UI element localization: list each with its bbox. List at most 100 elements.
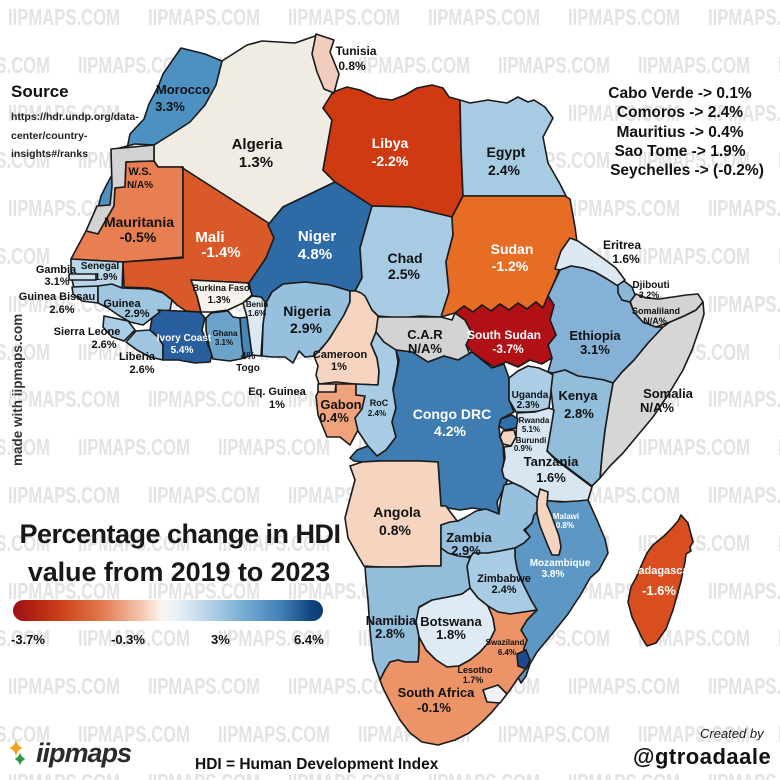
svg-text:IIPMAPS.COM: IIPMAPS.COM xyxy=(708,4,780,30)
svg-text:Chad: Chad xyxy=(388,250,423,266)
svg-text:IIPMAPS.COM: IIPMAPS.COM xyxy=(638,147,750,173)
svg-text:2.8%: 2.8% xyxy=(564,406,594,421)
svg-text:-2.2%: -2.2% xyxy=(372,153,409,169)
svg-text:IIPMAPS.COM: IIPMAPS.COM xyxy=(148,673,260,699)
svg-text:Ivory Coast: Ivory Coast xyxy=(157,333,212,344)
svg-text:IIPMAPS.COM: IIPMAPS.COM xyxy=(218,434,330,460)
svg-text:0.4%: 0.4% xyxy=(319,410,349,425)
svg-text:Guinea Bissau: Guinea Bissau xyxy=(19,291,95,303)
svg-text:C.A.R: C.A.R xyxy=(407,327,443,342)
svg-text:IIPMAPS.COM: IIPMAPS.COM xyxy=(148,386,260,412)
svg-text:IIPMAPS.COM: IIPMAPS.COM xyxy=(778,339,780,365)
svg-text:2.8%: 2.8% xyxy=(375,626,405,641)
svg-text:IIPMAPS.COM: IIPMAPS.COM xyxy=(778,243,780,269)
svg-text:4.2%: 4.2% xyxy=(434,423,466,439)
svg-text:IIPMAPS.COM: IIPMAPS.COM xyxy=(8,482,120,508)
svg-text:IIPMAPS.COM: IIPMAPS.COM xyxy=(148,482,260,508)
svg-text:0.9%: 0.9% xyxy=(514,444,532,453)
svg-text:-0.1%: -0.1% xyxy=(417,700,451,715)
svg-text:IIPMAPS.COM: IIPMAPS.COM xyxy=(288,769,400,780)
svg-text:IIPMAPS.COM: IIPMAPS.COM xyxy=(778,721,780,747)
svg-text:IIPMAPS.COM: IIPMAPS.COM xyxy=(568,769,680,780)
svg-text:Kenya: Kenya xyxy=(558,388,598,403)
svg-text:IIPMAPS.COM: IIPMAPS.COM xyxy=(638,52,750,78)
svg-text:Namibia: Namibia xyxy=(366,613,417,628)
svg-text:Madagascar: Madagascar xyxy=(629,565,693,577)
svg-text:IIPMAPS.COM: IIPMAPS.COM xyxy=(638,434,750,460)
svg-text:Tunisia: Tunisia xyxy=(335,44,376,58)
svg-text:Guinea: Guinea xyxy=(103,298,141,310)
svg-text:Liberia: Liberia xyxy=(119,351,156,363)
svg-text:IIPMAPS.COM: IIPMAPS.COM xyxy=(8,386,120,412)
svg-text:1.9%: 1.9% xyxy=(95,272,118,283)
svg-text:5.4%: 5.4% xyxy=(171,345,194,356)
svg-text:IIPMAPS.COM: IIPMAPS.COM xyxy=(778,530,780,556)
svg-text:-1.6%: -1.6% xyxy=(642,583,676,598)
svg-text:Niger: Niger xyxy=(298,228,337,245)
svg-text:2.9%: 2.9% xyxy=(290,320,322,336)
svg-text:Libya: Libya xyxy=(372,135,409,151)
svg-text:Sierra Leone: Sierra Leone xyxy=(54,326,121,338)
svg-text:2.6%: 2.6% xyxy=(91,339,116,351)
svg-text:2.4%: 2.4% xyxy=(488,162,520,178)
svg-text:1.3%: 1.3% xyxy=(239,154,273,171)
svg-text:Cameroon: Cameroon xyxy=(313,349,368,361)
svg-text:Djibouti: Djibouti xyxy=(632,280,669,291)
svg-text:Botswana: Botswana xyxy=(420,614,482,629)
svg-text:Burkina Faso: Burkina Faso xyxy=(192,283,250,293)
svg-text:IIPMAPS.COM: IIPMAPS.COM xyxy=(498,721,610,747)
svg-text:Benin: Benin xyxy=(246,300,268,309)
svg-text:IIPMAPS.COM: IIPMAPS.COM xyxy=(568,195,680,221)
svg-text:3.1%: 3.1% xyxy=(44,276,69,288)
svg-text:IIPMAPS.COM: IIPMAPS.COM xyxy=(8,578,120,604)
svg-text:4.8%: 4.8% xyxy=(298,246,332,263)
svg-text:IIPMAPS.COM: IIPMAPS.COM xyxy=(218,530,330,556)
svg-text:IIPMAPS.COM: IIPMAPS.COM xyxy=(148,4,260,30)
svg-text:Somalia: Somalia xyxy=(643,386,694,401)
svg-text:Nigeria: Nigeria xyxy=(283,303,331,319)
svg-text:IIPMAPS.COM: IIPMAPS.COM xyxy=(498,52,610,78)
svg-text:Gabon: Gabon xyxy=(320,397,361,412)
svg-text:IIPMAPS.COM: IIPMAPS.COM xyxy=(8,673,120,699)
svg-text:Zambia: Zambia xyxy=(446,530,492,545)
svg-text:Mozambique: Mozambique xyxy=(530,558,591,569)
svg-text:Rwanda: Rwanda xyxy=(519,416,550,425)
svg-text:N/A%: N/A% xyxy=(640,400,674,415)
svg-text:IIPMAPS.COM: IIPMAPS.COM xyxy=(288,4,400,30)
svg-text:2.9%: 2.9% xyxy=(124,308,149,320)
svg-text:IIPMAPS.COM: IIPMAPS.COM xyxy=(218,625,330,651)
svg-text:-0.5%: -0.5% xyxy=(120,229,157,245)
svg-text:Tanzania: Tanzania xyxy=(524,454,579,469)
svg-text:IIPMAPS.COM: IIPMAPS.COM xyxy=(708,195,780,221)
svg-text:Eq. Guinea: Eq. Guinea xyxy=(248,386,306,398)
svg-text:3.2%: 3.2% xyxy=(639,290,660,300)
svg-text:1%: 1% xyxy=(269,399,285,411)
svg-text:IIPMAPS.COM: IIPMAPS.COM xyxy=(0,243,50,269)
svg-text:IIPMAPS.COM: IIPMAPS.COM xyxy=(708,386,780,412)
svg-text:N/A%: N/A% xyxy=(643,316,667,326)
svg-text:IIPMAPS.COM: IIPMAPS.COM xyxy=(778,434,780,460)
svg-text:IIPMAPS.COM: IIPMAPS.COM xyxy=(78,530,190,556)
svg-text:IIPMAPS.COM: IIPMAPS.COM xyxy=(8,769,120,780)
svg-text:2.6%: 2.6% xyxy=(49,304,74,316)
svg-text:IIPMAPS.COM: IIPMAPS.COM xyxy=(708,291,780,317)
svg-text:Congo DRC: Congo DRC xyxy=(413,406,492,422)
svg-text:IIPMAPS.COM: IIPMAPS.COM xyxy=(218,721,330,747)
svg-text:6.4%: 6.4% xyxy=(498,648,516,657)
svg-text:IIPMAPS.COM: IIPMAPS.COM xyxy=(0,339,50,365)
svg-text:Mauritania: Mauritania xyxy=(104,214,174,230)
svg-text:0.8%: 0.8% xyxy=(338,59,366,73)
svg-text:1.7%: 1.7% xyxy=(463,675,484,685)
svg-text:IIPMAPS.COM: IIPMAPS.COM xyxy=(0,434,50,460)
svg-text:Mali: Mali xyxy=(195,229,224,246)
svg-text:IIPMAPS.COM: IIPMAPS.COM xyxy=(148,578,260,604)
svg-text:IIPMAPS.COM: IIPMAPS.COM xyxy=(638,721,750,747)
svg-text:IIPMAPS.COM: IIPMAPS.COM xyxy=(708,673,780,699)
svg-text:IIPMAPS.COM: IIPMAPS.COM xyxy=(8,4,120,30)
svg-text:Algeria: Algeria xyxy=(232,136,284,153)
svg-text:3.3%: 3.3% xyxy=(155,99,185,114)
svg-text:2.4%: 2.4% xyxy=(491,584,516,596)
svg-text:IIPMAPS.COM: IIPMAPS.COM xyxy=(708,100,780,126)
svg-text:2.5%: 2.5% xyxy=(388,266,420,282)
svg-text:3.8%: 3.8% xyxy=(542,569,565,580)
